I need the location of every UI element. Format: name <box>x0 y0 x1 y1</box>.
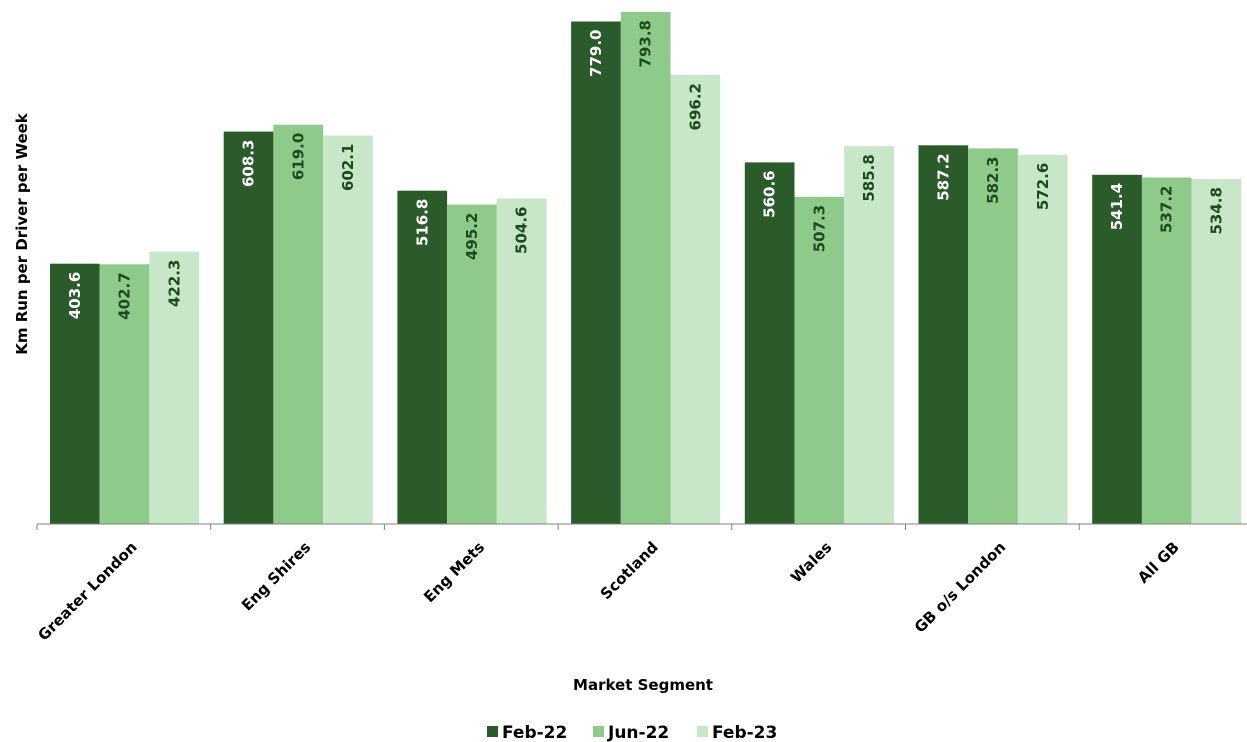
data-label: 608.3 <box>240 140 258 187</box>
x-axis-title: Market Segment <box>573 676 713 694</box>
bar <box>50 263 100 524</box>
data-label: 507.3 <box>810 205 828 252</box>
data-label: 495.2 <box>463 213 481 260</box>
data-label: 619.0 <box>289 133 307 180</box>
bar <box>918 145 969 525</box>
bar <box>273 124 324 524</box>
value-labels: 403.6 402.7 422.3 608.3 619.0 602.1 516.8 495.2… <box>66 20 1226 320</box>
bar <box>968 148 1018 524</box>
bar <box>744 162 795 524</box>
data-label: 516.8 <box>413 199 431 246</box>
bar <box>1141 177 1192 524</box>
category-labels: Greater London Eng Shires Eng Mets Scotland… <box>34 538 1182 644</box>
bar <box>1017 154 1068 524</box>
category-label: All GB <box>1134 538 1183 587</box>
bar <box>620 12 671 524</box>
bars-layer <box>50 12 1242 525</box>
data-label: 504.6 <box>513 207 531 254</box>
data-label: 779.0 <box>587 30 605 77</box>
data-label: 582.3 <box>984 156 1002 203</box>
legend-swatch <box>487 726 498 737</box>
bar <box>223 131 274 524</box>
data-label: 696.2 <box>686 83 704 130</box>
category-label: Greater London <box>34 538 140 644</box>
legend: Feb-22 Jun-22 Feb-23 <box>487 723 777 742</box>
data-label: 541.4 <box>1108 183 1126 230</box>
bar <box>670 75 721 524</box>
bar <box>323 135 373 524</box>
data-label: 534.8 <box>1207 187 1225 234</box>
bar <box>149 251 200 524</box>
bar <box>1092 174 1142 525</box>
category-label: Wales <box>787 538 835 586</box>
bar <box>99 264 150 524</box>
data-label: 602.1 <box>339 144 357 191</box>
data-label: 422.3 <box>165 260 183 307</box>
y-axis-title: Km Run per Driver per Week <box>13 112 31 355</box>
bar <box>447 204 497 524</box>
data-label: 587.2 <box>934 153 952 200</box>
legend-label: Feb-22 <box>502 723 567 742</box>
bar <box>571 21 621 524</box>
legend-label: Jun-22 <box>607 723 669 742</box>
axes-layer <box>36 523 1247 530</box>
legend-label: Feb-23 <box>712 723 777 742</box>
category-label: Eng Shires <box>238 538 314 614</box>
bar <box>397 190 448 524</box>
legend-swatch <box>697 726 708 737</box>
category-label: GB o/s London <box>911 538 1009 636</box>
category-label: Scotland <box>597 538 662 603</box>
bar <box>844 146 894 524</box>
data-label: 402.7 <box>116 272 134 319</box>
data-label: 585.8 <box>860 154 878 201</box>
bar <box>794 196 845 525</box>
data-label: 537.2 <box>1158 186 1176 233</box>
legend-swatch <box>593 726 604 737</box>
category-label: Eng Mets <box>420 538 488 606</box>
bar <box>496 198 547 524</box>
data-label: 403.6 <box>66 272 84 319</box>
data-label: 572.6 <box>1034 163 1052 210</box>
data-label: 793.8 <box>637 20 655 67</box>
bar <box>1191 179 1242 524</box>
data-label: 560.6 <box>761 170 779 217</box>
